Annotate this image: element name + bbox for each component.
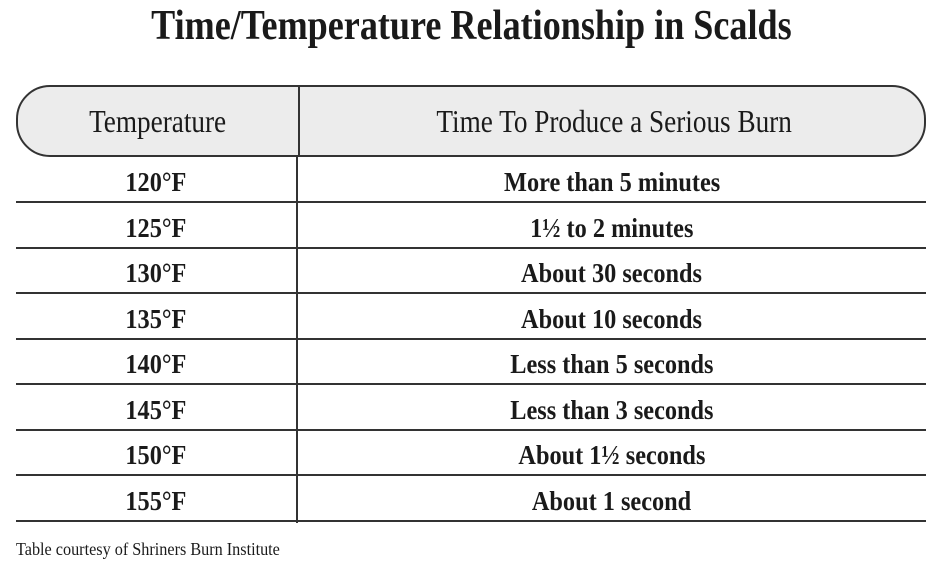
- table-row: 130°F About 30 seconds: [16, 249, 926, 294]
- table-row: 155°F About 1 second: [16, 477, 926, 522]
- time-cell: More than 5 minutes: [503, 167, 721, 197]
- temperature-cell: 120°F: [125, 167, 187, 197]
- temperature-cell: 125°F: [125, 212, 187, 243]
- temperature-cell: 130°F: [125, 258, 187, 288]
- time-cell: Less than 5 seconds: [510, 349, 714, 379]
- table-row: 120°F More than 5 minutes: [16, 158, 926, 203]
- temperature-cell: 155°F: [125, 485, 187, 516]
- table-row: 135°F About 10 seconds: [16, 295, 926, 340]
- column-divider: [296, 157, 298, 523]
- page-title: Time/Temperature Relationship in Scalds: [150, 3, 792, 49]
- time-cell: About 30 seconds: [521, 258, 703, 288]
- table-header: Temperature Time To Produce a Serious Bu…: [16, 85, 926, 157]
- table-row: 150°F About 1½ seconds: [16, 431, 926, 476]
- header-temperature: Temperature: [89, 103, 227, 139]
- table-row: 140°F Less than 5 seconds: [16, 340, 926, 385]
- temperature-cell: 140°F: [125, 349, 187, 379]
- temperature-cell: 135°F: [125, 303, 187, 334]
- time-cell: About 1 second: [532, 485, 692, 516]
- footnote: Table courtesy of Shriners Burn Institut…: [16, 539, 280, 559]
- time-cell: 1½ to 2 minutes: [530, 212, 694, 243]
- temperature-cell: 145°F: [125, 394, 187, 425]
- header-divider: [298, 87, 300, 155]
- temperature-cell: 150°F: [125, 440, 187, 470]
- time-cell: About 10 seconds: [521, 303, 703, 334]
- header-time: Time To Produce a Serious Burn: [436, 103, 792, 139]
- time-cell: Less than 3 seconds: [510, 394, 714, 425]
- table-row: 125°F 1½ to 2 minutes: [16, 204, 926, 249]
- time-cell: About 1½ seconds: [518, 440, 706, 470]
- table-row: 145°F Less than 3 seconds: [16, 386, 926, 431]
